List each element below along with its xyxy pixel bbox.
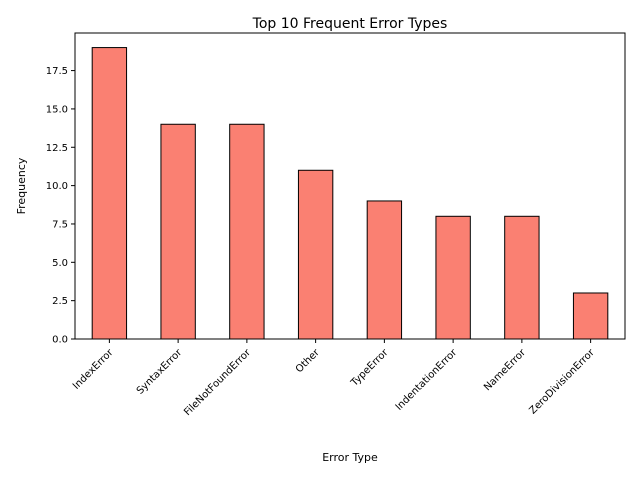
bar	[435, 215, 471, 340]
bar	[366, 200, 403, 340]
x-tick-label: SyntaxError	[135, 347, 185, 397]
y-tick-label: 2.5	[52, 296, 68, 307]
bars-group	[91, 47, 609, 340]
x-tick-label: Other	[294, 347, 322, 375]
chart-title: Top 10 Frequent Error Types	[252, 16, 448, 32]
y-tick-label: 15.0	[46, 104, 68, 115]
plot-frame	[74, 32, 626, 340]
y-tick-label: 5.0	[52, 258, 68, 269]
y-tick-label: 12.5	[46, 143, 68, 154]
bar	[504, 215, 540, 340]
y-tick-label: 17.5	[46, 66, 68, 77]
x-tick-label: IndentationError	[394, 347, 460, 413]
bar	[229, 123, 265, 340]
y-tick-label: 0.0	[52, 335, 68, 346]
bar	[572, 292, 609, 340]
x-tick-label: FileNotFoundError	[182, 347, 253, 418]
x-axis-label: Error Type	[322, 451, 378, 464]
y-tick-label: 7.5	[52, 219, 68, 230]
y-axis: 0.0 2.5 5.0 7.5 10.0 12.5 15.0 17.5	[46, 66, 75, 346]
y-tick-label: 10.0	[46, 181, 68, 192]
x-tick-label: ZeroDivisionError	[527, 347, 597, 417]
bar	[297, 169, 334, 340]
x-tick-label: IndexError	[71, 347, 116, 392]
x-tick-label: NameError	[482, 347, 529, 394]
bar	[91, 47, 128, 340]
y-axis-label: Frequency	[15, 157, 28, 214]
x-tick-label: TypeError	[349, 347, 392, 390]
bar	[160, 123, 196, 340]
